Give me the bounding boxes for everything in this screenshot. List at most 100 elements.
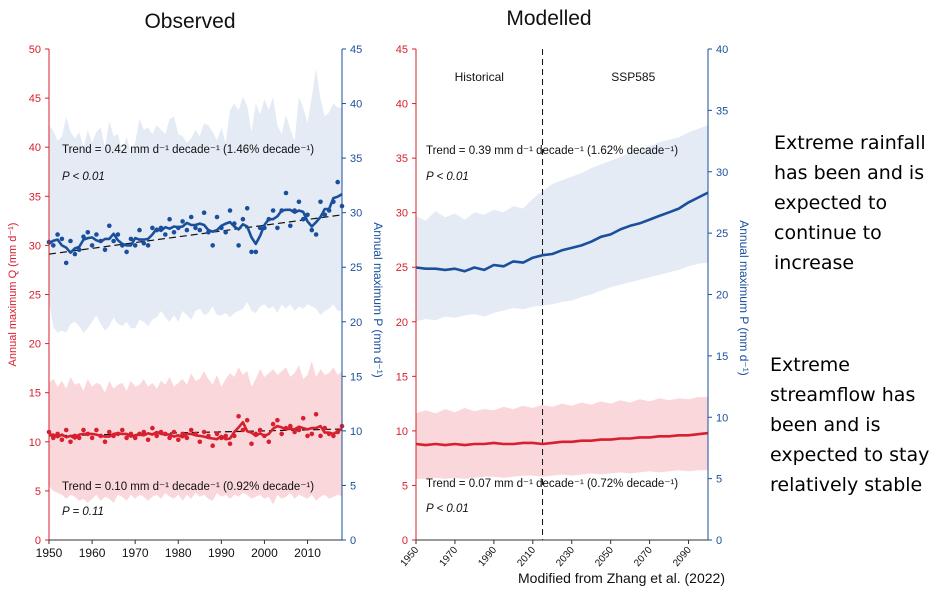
streamflow-point — [167, 435, 172, 441]
streamflow-point — [283, 425, 289, 431]
y-tick-label-right: 40 — [350, 99, 362, 111]
streamflow-point — [180, 431, 185, 437]
rainfall-point — [331, 199, 336, 205]
streamflow-point — [240, 427, 246, 433]
rainfall-point — [322, 212, 328, 218]
streamflow-point — [107, 429, 112, 435]
streamflow-point — [141, 429, 147, 435]
rainfall-point — [305, 212, 310, 218]
y-tick-label-right: 15 — [716, 351, 728, 363]
rainfall-point — [283, 190, 289, 196]
rainfall-point — [171, 230, 177, 235]
streamflow-point — [102, 439, 108, 445]
streamflow-point — [193, 431, 198, 437]
rainfall-point — [188, 214, 194, 220]
streamflow-point — [214, 431, 220, 437]
rainfall-point — [81, 234, 86, 239]
streamflow-point — [94, 427, 99, 433]
streamflow-point — [115, 431, 121, 437]
streamflow-point — [197, 439, 203, 445]
streamflow-point — [249, 441, 254, 447]
rainfall-point — [59, 236, 65, 242]
rainfall-point — [309, 227, 315, 233]
x-tick-label: 2090 — [671, 545, 694, 569]
y-tick-label-right: 35 — [350, 153, 362, 165]
rainfall-point — [193, 225, 198, 231]
streamflow-point — [270, 421, 276, 427]
panel-observed: Observed 0 5 10 15 20 25 30 35 40 45 50 0 5 10 15 20 25 30… — [7, 10, 385, 560]
rainfall-range-band — [49, 68, 342, 333]
rainfall-point — [76, 247, 82, 253]
streamflow-point — [150, 425, 155, 431]
y-tick-label-right: 5 — [716, 474, 722, 486]
streamflow-point — [89, 435, 95, 441]
streamflow-point — [68, 439, 73, 445]
y-tick-label-left: 25 — [396, 262, 408, 274]
streamflow-point — [120, 427, 125, 433]
streamflow-point — [219, 435, 224, 441]
streamflow-point — [331, 433, 336, 439]
period-label-historical: Historical — [455, 70, 504, 84]
rainfall-point — [262, 225, 267, 231]
rainfall-point — [288, 223, 293, 229]
streamflow-line — [415, 431, 709, 447]
y-tick-label-left: 10 — [29, 437, 41, 449]
y-tick-label-left: 0 — [35, 535, 41, 547]
rainfall-point — [115, 232, 121, 237]
streamflow-point — [313, 412, 319, 417]
y-tick-label-right: 25 — [716, 228, 728, 240]
rainfall-point — [266, 216, 272, 222]
rainfall-point — [335, 179, 341, 185]
rainfall-point — [270, 208, 276, 213]
rainfall-point — [158, 225, 164, 231]
streamflow-annotation: Extreme streamflow has been and is expec… — [770, 354, 930, 496]
y-axis-label-right: Annual maximum P (mm d⁻¹) — [371, 222, 385, 377]
streamflow-point — [257, 427, 263, 433]
streamflow-point — [59, 437, 65, 443]
rainfall-point — [326, 208, 332, 213]
y-tick-label-left: 5 — [35, 486, 41, 498]
rainfall-point — [279, 208, 285, 213]
streamflow-point — [223, 433, 228, 439]
rainfall-point — [141, 240, 147, 246]
streamflow-point — [158, 429, 164, 435]
streamflow-p-value-label: P < 0.01 — [426, 503, 469, 515]
y-tick-label-right: 0 — [350, 535, 356, 547]
rainfall-trend-label: Trend = 0.42 mm d⁻¹ decade⁻¹ (1.46% deca… — [62, 144, 314, 156]
y-tick-label-left: 35 — [396, 153, 408, 165]
streamflow-p-value-label: P = 0.11 — [62, 506, 104, 518]
rainfall-point — [111, 238, 116, 244]
y-tick-label-left: 30 — [396, 208, 408, 220]
streamflow-point — [318, 433, 323, 439]
rainfall-trend-line — [48, 214, 343, 255]
streamflow-point — [335, 429, 341, 435]
x-tick-label: 1990 — [208, 546, 235, 560]
rainfall-point — [257, 225, 263, 231]
y-tick-label-left: 35 — [29, 191, 41, 203]
streamflow-point — [288, 423, 293, 429]
rainfall-point — [94, 232, 99, 237]
rainfall-point — [232, 221, 237, 226]
y-tick-label-left: 45 — [29, 93, 41, 105]
rainfall-point — [98, 238, 103, 244]
rainfall-point — [219, 225, 224, 231]
rainfall-point — [236, 243, 241, 248]
streamflow-point — [300, 415, 306, 421]
streamflow-point — [305, 433, 310, 439]
rainfall-p-value-label: P < 0.01 — [62, 171, 105, 183]
rainfall-p-value-label: P < 0.01 — [426, 171, 469, 183]
y-tick-label-right: 30 — [716, 167, 728, 179]
rainfall-annotation: Extreme rainfall has been and is expecte… — [774, 132, 926, 274]
rainfall-point — [72, 251, 78, 257]
streamflow-trend-label: Trend = 0.07 mm d⁻¹ decade⁻¹ (0.72% deca… — [426, 478, 678, 490]
x-tick-label: 1960 — [79, 546, 106, 560]
y-tick-label-left: 5 — [402, 480, 408, 492]
streamflow-point — [279, 431, 285, 437]
streamflow-point — [232, 433, 237, 439]
streamflow-range-band — [416, 397, 708, 479]
rainfall-point — [223, 230, 228, 235]
rainfall-point — [68, 238, 73, 244]
rainfall-point — [249, 249, 254, 255]
x-tick-label: 1970 — [122, 546, 149, 560]
